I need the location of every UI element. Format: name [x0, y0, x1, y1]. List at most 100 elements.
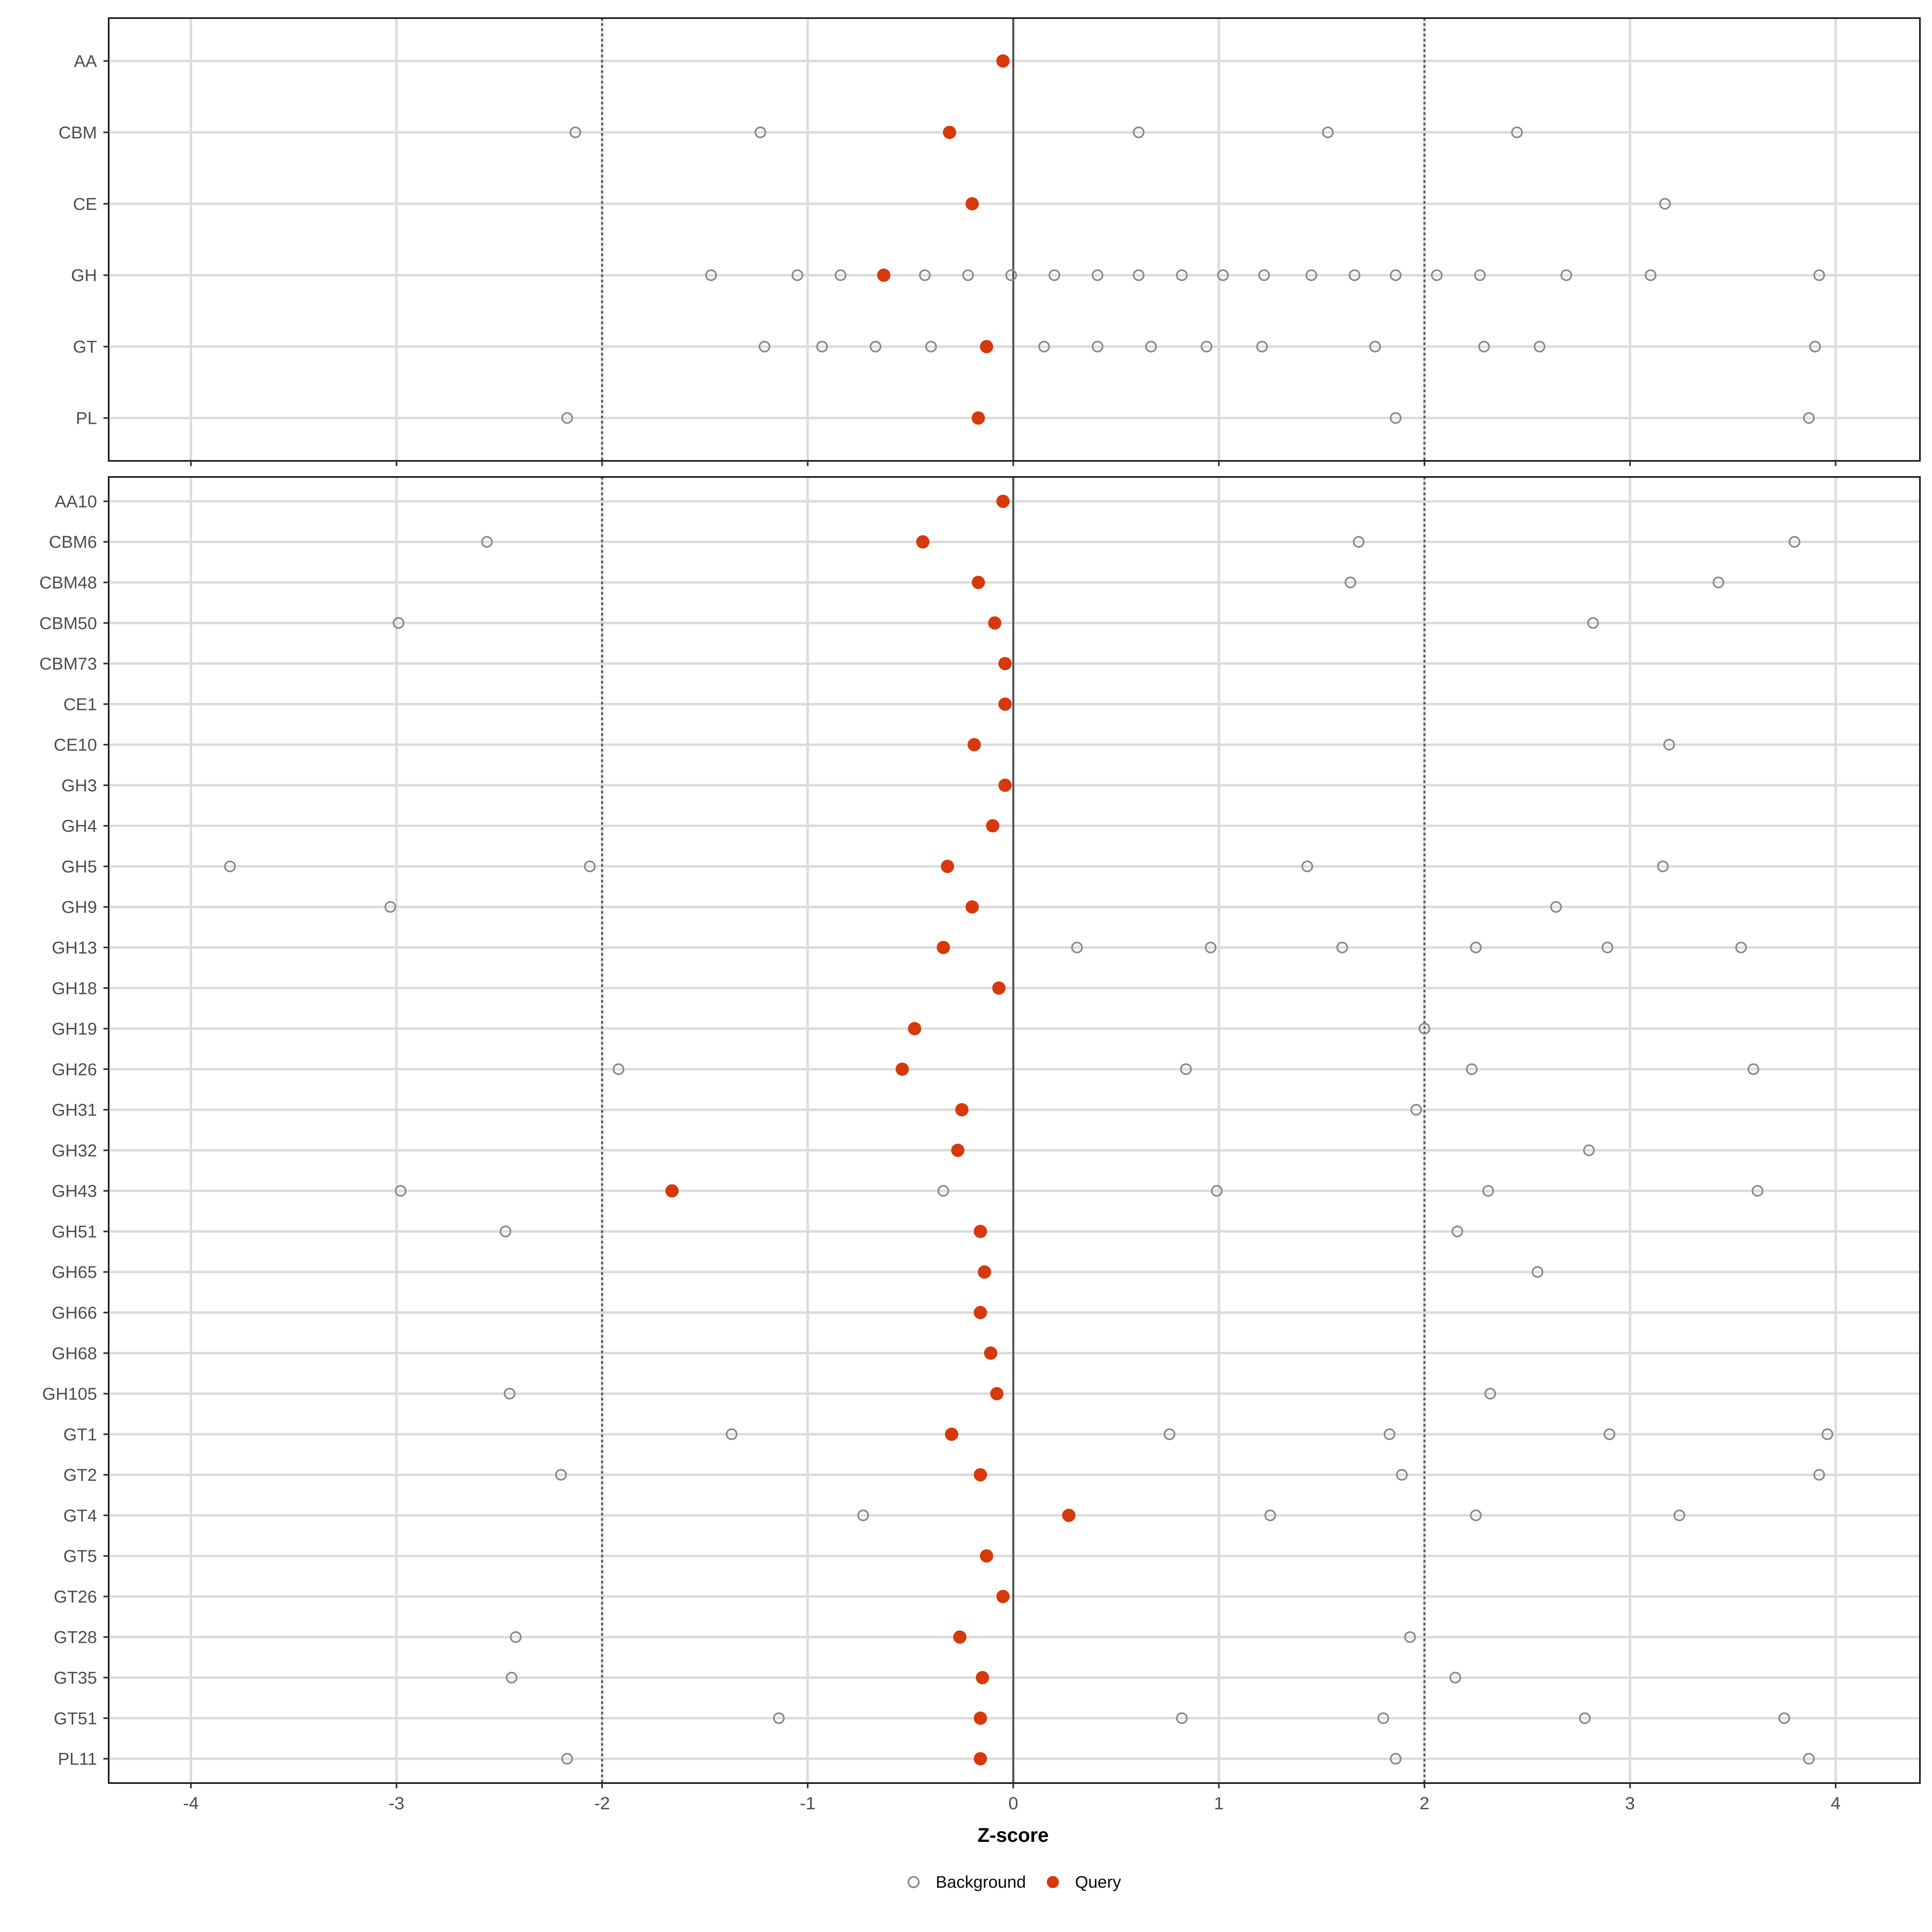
y-axis-label: GT4: [63, 1506, 97, 1525]
background-point: [1602, 941, 1614, 954]
background-point: [504, 1388, 516, 1400]
y-axis-label: GH: [71, 266, 97, 285]
panel-border: [108, 17, 1921, 462]
query-point: [943, 126, 956, 139]
query-point: [896, 1062, 909, 1076]
y-axis-label: GH32: [52, 1141, 97, 1160]
background-point: [510, 1631, 522, 1643]
y-axis-label: GT2: [63, 1466, 97, 1485]
background-point: [1532, 1266, 1544, 1278]
background-point: [1431, 269, 1443, 281]
background-point: [925, 341, 937, 353]
y-axis-label: GH68: [52, 1344, 97, 1363]
query-point: [1062, 1509, 1075, 1522]
background-point: [1418, 1023, 1430, 1035]
y-axis-label: AA10: [55, 492, 97, 511]
background-point: [584, 860, 596, 872]
query-point: [990, 1387, 1004, 1401]
background-point: [1369, 341, 1381, 353]
query-point: [908, 1022, 921, 1036]
background-point: [1478, 341, 1490, 353]
y-axis-label: GH4: [62, 817, 97, 836]
x-axis-tick-label: 4: [1831, 1794, 1840, 1813]
background-point: [555, 1469, 567, 1481]
y-axis-label: GH51: [52, 1222, 97, 1241]
background-point: [1049, 269, 1061, 281]
background-point: [481, 536, 493, 548]
query-point: [996, 1589, 1010, 1603]
background-point: [506, 1672, 518, 1684]
filled-dot-icon: [1046, 1876, 1059, 1888]
query-point: [967, 738, 981, 751]
background-point: [1449, 1672, 1461, 1684]
background-point: [613, 1063, 625, 1075]
y-axis-label: PL: [76, 409, 97, 428]
y-axis-label: GH43: [52, 1182, 97, 1201]
query-point: [937, 941, 950, 954]
y-axis-label: GH19: [52, 1020, 97, 1039]
y-axis-label: CE1: [63, 695, 97, 714]
background-point: [1645, 269, 1657, 281]
query-point: [998, 657, 1012, 671]
background-point: [791, 269, 803, 281]
background-point: [1390, 412, 1402, 424]
background-point: [1322, 126, 1334, 138]
query-point: [974, 1752, 987, 1766]
background-point: [1377, 1712, 1389, 1724]
query-point: [974, 1224, 987, 1238]
x-axis-tick-label: 3: [1625, 1794, 1635, 1813]
x-axis-title: Z-score: [977, 1825, 1049, 1846]
background-point: [1659, 198, 1671, 210]
background-point: [1353, 536, 1365, 548]
background-point: [1821, 1428, 1833, 1440]
background-point: [1071, 941, 1083, 954]
background-point: [561, 1753, 573, 1765]
background-point: [1305, 269, 1317, 281]
background-point: [1201, 341, 1213, 353]
query-point: [953, 1630, 967, 1644]
background-point: [1583, 1144, 1595, 1156]
background-point: [1176, 269, 1188, 281]
background-point: [1466, 1063, 1478, 1075]
background-point: [1205, 941, 1217, 954]
query-point: [965, 197, 979, 211]
background-point: [394, 1185, 407, 1197]
background-point: [1788, 536, 1800, 548]
background-point: [1396, 1469, 1408, 1481]
background-point: [705, 269, 717, 281]
background-point: [919, 269, 931, 281]
background-point: [1534, 341, 1546, 353]
y-axis-label: CBM48: [39, 573, 97, 592]
background-point: [1587, 617, 1599, 629]
background-point: [1336, 941, 1348, 954]
query-point: [986, 819, 999, 833]
y-axis-label: GH9: [62, 898, 97, 917]
x-axis-tick-label: 0: [1008, 1794, 1018, 1813]
query-point: [974, 1306, 987, 1319]
panel-border: [108, 476, 1921, 1784]
query-point: [974, 1711, 987, 1725]
background-point: [1410, 1104, 1422, 1116]
y-axis-label: CBM73: [39, 654, 97, 674]
background-point: [1673, 1509, 1685, 1521]
query-point: [972, 576, 985, 589]
background-point: [1560, 269, 1572, 281]
y-axis-label: GH18: [52, 979, 97, 998]
background-point: [1470, 1509, 1482, 1521]
background-point: [1482, 1185, 1494, 1197]
background-point: [500, 1225, 512, 1237]
query-point: [978, 1265, 991, 1279]
background-point: [1663, 739, 1675, 751]
query-point: [998, 697, 1012, 711]
query-point: [992, 981, 1006, 995]
query-point: [877, 268, 891, 282]
query-point: [972, 411, 985, 425]
query-point: [951, 1144, 965, 1157]
query-point: [955, 1103, 969, 1117]
query-point: [998, 778, 1012, 792]
y-axis-label: GH66: [52, 1303, 97, 1323]
background-point: [857, 1509, 869, 1521]
background-point: [1657, 860, 1669, 872]
background-point: [1751, 1185, 1763, 1197]
